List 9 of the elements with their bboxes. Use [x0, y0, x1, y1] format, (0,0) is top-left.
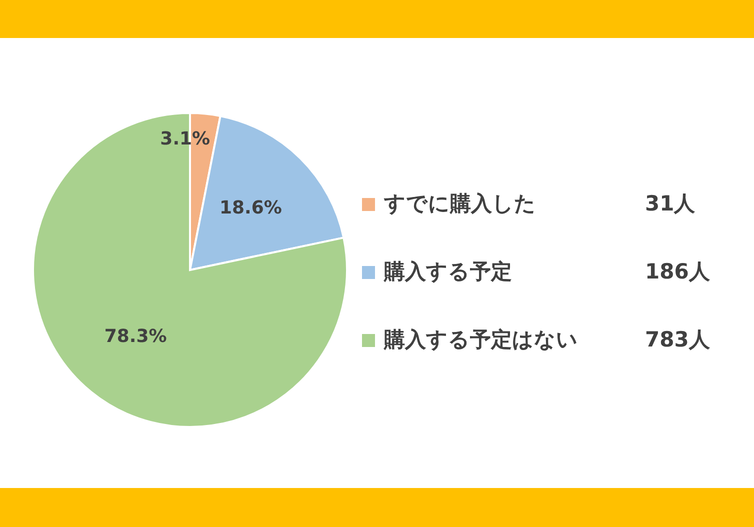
legend-label: すでに購入した: [383, 192, 536, 216]
data-label: 18.6%: [219, 197, 282, 218]
legend-label: 購入する予定: [383, 260, 512, 284]
text: 186人: [645, 260, 711, 284]
text: 31人: [645, 192, 696, 216]
text: 783人: [645, 328, 711, 352]
data-label: 78.3%: [104, 326, 167, 347]
legend-label: 購入する予定はない: [383, 328, 578, 352]
pie-slice: [32, 112, 348, 428]
